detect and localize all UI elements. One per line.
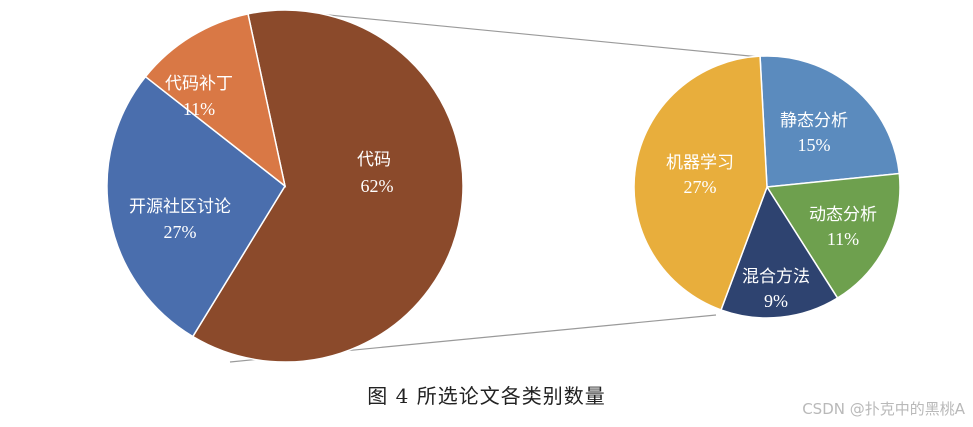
detail-slice-label-1: 动态分析 xyxy=(809,205,877,225)
detail-slice-3 xyxy=(633,55,768,311)
connector-line-0 xyxy=(297,11,761,58)
main-slice-1 xyxy=(106,75,286,338)
watermark: CSDN @扑克中的黑桃A xyxy=(802,400,965,418)
detail-slice-0 xyxy=(759,55,901,188)
detail-pie xyxy=(633,55,901,319)
main-pie-labels: 代码 62% 开源社区讨论 27% 代码补丁 11% xyxy=(129,74,394,242)
detail-slice-pct-2: 9% xyxy=(764,291,788,311)
main-slice-0 xyxy=(191,9,464,363)
detail-slice-label-3: 机器学习 xyxy=(666,153,734,173)
main-slice-label-2: 代码补丁 xyxy=(165,74,233,94)
detail-slice-2 xyxy=(720,185,839,319)
main-slice-label-0: 代码 xyxy=(357,150,391,170)
detail-pie-labels: 静态分析 15% 动态分析 11% 混合方法 9% 机器学习 27% xyxy=(666,111,877,311)
detail-slice-pct-0: 15% xyxy=(798,135,831,155)
detail-slice-1 xyxy=(765,172,901,300)
figure-caption: 图 4 所选论文各类别数量 xyxy=(367,384,606,408)
main-slice-pct-2: 11% xyxy=(183,99,215,119)
main-slice-pct-0: 62% xyxy=(361,176,394,196)
main-pie xyxy=(106,9,464,363)
detail-slice-pct-3: 27% xyxy=(684,177,717,197)
detail-slice-pct-1: 11% xyxy=(827,229,859,249)
main-slice-label-1: 开源社区讨论 xyxy=(129,197,231,217)
detail-slice-label-0: 静态分析 xyxy=(780,111,848,131)
main-slice-2 xyxy=(144,12,287,188)
detail-slice-label-2: 混合方法 xyxy=(742,267,810,287)
main-slice-pct-1: 27% xyxy=(164,222,197,242)
